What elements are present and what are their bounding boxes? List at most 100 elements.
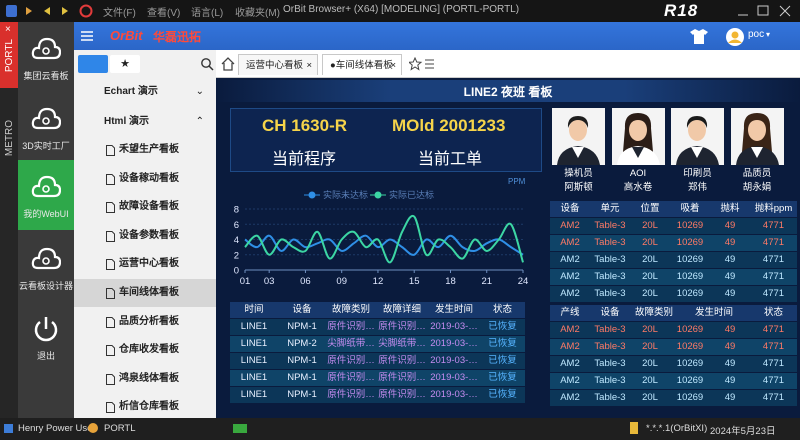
table-row[interactable]: LINE1 NPM-1 原件识别… 原件识别… 2019-03-… 已恢复 <box>230 353 525 369</box>
doc-icon <box>106 173 115 185</box>
table-row[interactable]: LINE1 NPM-2 尖脚纸带… 尖脚纸带… 2019-03-… 已恢复 <box>230 336 525 352</box>
header-cell: 状态 <box>763 307 783 318</box>
window-title: OrBit Browser+ (X64) [MODELING] (PORTL-P… <box>283 4 520 15</box>
table-cell: Table-3 <box>594 288 626 299</box>
header-cell: 位置 <box>640 203 660 214</box>
table-row[interactable]: AM2 Table-3 20L 10269 49 4771 <box>550 235 797 251</box>
table-row[interactable]: AM2 Table-3 20L 10269 49 4771 <box>550 252 797 268</box>
avatar-head <box>731 31 739 39</box>
nav-label: 退出 <box>36 351 55 361</box>
menu-bar-item[interactable]: 语言(L) <box>191 8 224 19</box>
table-row[interactable]: AM2 Table-3 20L 10269 49 4771 <box>550 373 797 389</box>
nav-item[interactable]: 3D实时工厂 <box>18 92 74 162</box>
table-row[interactable]: LINE1 NPM-1 原件识别… 原件识别… 2019-03-… 已恢复 <box>230 370 525 386</box>
legend-dot[interactable] <box>308 191 316 199</box>
shirt-icon[interactable] <box>690 29 708 44</box>
menu-item[interactable]: 析信仓库看板 <box>74 393 216 418</box>
tab-tools[interactable] <box>409 57 435 71</box>
window-controls[interactable] <box>732 3 796 19</box>
favorite-tab[interactable]: ★ <box>110 55 140 73</box>
table-row[interactable]: AM2 Table-3 20L 10269 49 4771 <box>550 322 797 338</box>
menu-bar-item[interactable]: 收藏夹(M) <box>235 8 280 19</box>
list-tool[interactable] <box>425 59 434 69</box>
nav-item[interactable]: 我的WebUI <box>18 160 74 230</box>
table-cell: 10269 <box>676 220 704 231</box>
legend-label[interactable]: 实际已达标 <box>389 189 434 200</box>
table-cell: 4771 <box>762 288 785 299</box>
nav-item[interactable]: 云看板设计器 <box>18 232 74 302</box>
maximize[interactable] <box>757 5 769 16</box>
legend-dot[interactable] <box>374 191 382 199</box>
legend-label[interactable]: 实际未达标 <box>323 189 368 200</box>
nav-label: 我的WebUI <box>23 209 69 219</box>
table-row[interactable]: AM2 Table-3 20L 10269 49 4771 <box>550 356 797 372</box>
menu-group[interactable]: Html 演示 ⌃ <box>74 108 216 136</box>
user-caret[interactable]: ▾ <box>766 30 771 39</box>
star-tool[interactable] <box>409 57 423 71</box>
table-row[interactable]: AM2 Table-3 20L 10269 49 4771 <box>550 218 797 234</box>
status-date: 2024年5月23日 <box>710 426 776 437</box>
table-cell: 原件识别… <box>327 372 375 383</box>
close-mark[interactable]: × <box>5 24 11 35</box>
table-cell: AM2 <box>560 324 580 335</box>
order-code: MOld 2001233 <box>392 116 506 135</box>
menu-group-label: Html 演示 <box>104 116 149 127</box>
menu-item[interactable]: 鸿泉线体看板 <box>74 365 216 393</box>
tab-close[interactable]: × <box>306 60 312 71</box>
user-name[interactable]: poc <box>748 29 765 40</box>
table-row[interactable]: LINE1 NPM-1 原件识别… 原件识别… 2019-03-… 已恢复 <box>230 319 525 335</box>
menu-item[interactable]: 品质分析看板 <box>74 308 216 336</box>
header-cell: 故障详细 <box>382 304 421 315</box>
header-cell: 吸着 <box>680 203 700 214</box>
menu-group[interactable]: Echart 演示 ⌄ <box>74 78 216 106</box>
menu-item[interactable]: 设备稼动看板 <box>74 165 216 193</box>
staff-card: AOI 高水卷 <box>612 167 665 195</box>
menu-item[interactable]: 仓库收发看板 <box>74 336 216 364</box>
table-cell: 原件识别… <box>327 389 375 400</box>
table-cell: 已恢复 <box>488 355 517 366</box>
list-tab[interactable] <box>78 55 108 73</box>
hamburger-lines[interactable] <box>81 31 93 41</box>
collar <box>631 147 644 158</box>
table-cell: Table-3 <box>594 392 626 403</box>
table-cell: 10269 <box>676 271 704 282</box>
menu-bar-item[interactable]: 文件(F) <box>103 8 136 19</box>
menu-bar-item[interactable]: 查看(V) <box>147 8 181 19</box>
menu-item[interactable]: 运营中心看板 <box>74 250 216 278</box>
nav-item[interactable]: 集团云看板 <box>18 22 74 92</box>
home-icon[interactable] <box>221 57 235 71</box>
table-cell: 4771 <box>762 237 785 248</box>
staff-role: 品质员 <box>742 168 772 179</box>
table-cell: NPM-1 <box>287 355 317 366</box>
tab-close[interactable]: × <box>390 60 396 71</box>
menu-item-label: 禾望生产看板 <box>119 144 179 155</box>
doc-icon <box>106 373 115 385</box>
doc-shape <box>106 402 115 414</box>
doc-icon <box>106 259 115 271</box>
table-cell: 2019-03-… <box>430 321 478 332</box>
nav-item[interactable]: 退出 <box>18 302 74 372</box>
y-tick-label: 2 <box>234 250 239 261</box>
table-cell: 4771 <box>762 392 785 403</box>
cloud-shape <box>31 37 61 60</box>
tab[interactable]: ●车间线体看板 × <box>322 54 402 75</box>
tab[interactable]: 运营中心看板 × <box>238 54 318 75</box>
table-row[interactable]: AM2 Table-3 20L 10269 49 4771 <box>550 286 797 302</box>
menu-item[interactable]: 故障设备看板 <box>74 193 216 221</box>
toolbar-icons <box>6 4 93 18</box>
menu-item[interactable]: 车间线体看板 <box>74 279 216 307</box>
search-icon[interactable] <box>200 57 214 71</box>
hamburger[interactable] <box>80 29 94 43</box>
status-user: Henry Power User <box>18 423 96 434</box>
menu-item[interactable]: 禾望生产看板 <box>74 136 216 164</box>
table-row[interactable]: AM2 Table-3 20L 10269 49 4771 <box>550 390 797 406</box>
table-row[interactable]: AM2 Table-3 20L 10269 49 4771 <box>550 269 797 285</box>
table-row[interactable]: AM2 Table-3 20L 10269 49 4771 <box>550 339 797 355</box>
close[interactable] <box>779 5 791 17</box>
menu-item[interactable]: 设备参数看板 <box>74 222 216 250</box>
table-row[interactable]: LINE1 NPM-1 原件识别… 原件识别… 2019-03-… 已恢复 <box>230 387 525 403</box>
table-cell: 49 <box>724 254 736 265</box>
table-cell: 49 <box>724 220 736 231</box>
portal-tab[interactable]: × PORTL <box>0 22 18 88</box>
